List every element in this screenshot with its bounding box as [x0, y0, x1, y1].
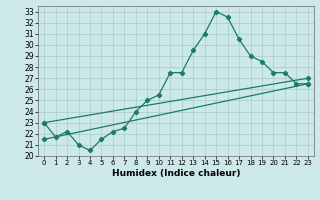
X-axis label: Humidex (Indice chaleur): Humidex (Indice chaleur)	[112, 169, 240, 178]
